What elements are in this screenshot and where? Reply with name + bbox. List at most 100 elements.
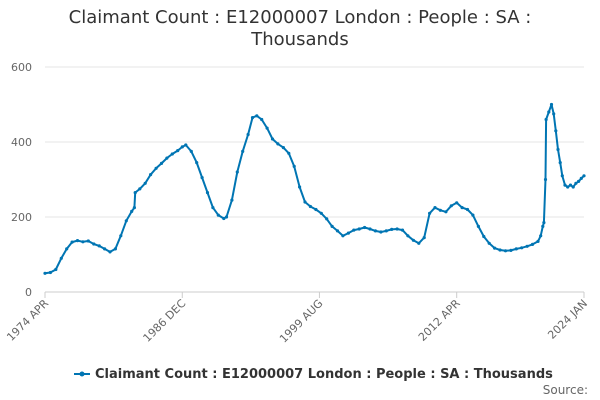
- data-point[interactable]: [455, 201, 459, 205]
- data-point[interactable]: [92, 242, 96, 246]
- data-point[interactable]: [54, 267, 58, 272]
- data-point[interactable]: [270, 137, 275, 141]
- data-point[interactable]: [180, 145, 184, 149]
- data-point[interactable]: [520, 246, 524, 250]
- data-point[interactable]: [341, 234, 345, 238]
- data-point[interactable]: [154, 166, 158, 170]
- data-point[interactable]: [556, 147, 560, 152]
- data-point[interactable]: [81, 240, 85, 244]
- data-point[interactable]: [75, 239, 80, 243]
- data-point[interactable]: [200, 176, 204, 180]
- data-point[interactable]: [560, 174, 564, 178]
- data-point[interactable]: [352, 228, 356, 232]
- data-point[interactable]: [298, 185, 302, 189]
- data-point[interactable]: [498, 248, 502, 252]
- data-point[interactable]: [230, 198, 234, 202]
- data-point[interactable]: [544, 117, 548, 122]
- data-point[interactable]: [159, 161, 164, 165]
- data-point[interactable]: [303, 200, 307, 204]
- data-point[interactable]: [48, 270, 53, 275]
- data-point[interactable]: [542, 221, 546, 225]
- data-point[interactable]: [325, 217, 329, 221]
- data-point[interactable]: [108, 250, 112, 254]
- legend[interactable]: Claimant Count : E12000007 London : Peop…: [74, 367, 553, 382]
- data-point[interactable]: [379, 230, 383, 234]
- data-point[interactable]: [319, 211, 323, 215]
- data-point[interactable]: [287, 151, 291, 155]
- data-point[interactable]: [250, 116, 255, 120]
- data-point[interactable]: [211, 206, 215, 210]
- data-point[interactable]: [59, 256, 63, 260]
- data-point[interactable]: [224, 215, 229, 219]
- data-point[interactable]: [165, 156, 169, 160]
- data-point[interactable]: [363, 225, 367, 230]
- data-point[interactable]: [487, 241, 491, 245]
- data-point[interactable]: [97, 244, 101, 248]
- data-point[interactable]: [70, 240, 74, 244]
- data-point[interactable]: [255, 114, 259, 118]
- data-point[interactable]: [314, 207, 318, 212]
- data-point[interactable]: [368, 227, 372, 231]
- data-point[interactable]: [428, 211, 432, 215]
- data-point[interactable]: [552, 112, 556, 116]
- data-point[interactable]: [246, 132, 250, 137]
- data-point[interactable]: [411, 238, 415, 242]
- data-point[interactable]: [406, 234, 410, 238]
- data-point[interactable]: [132, 206, 136, 210]
- data-point[interactable]: [65, 247, 69, 251]
- data-point[interactable]: [176, 149, 180, 153]
- data-point[interactable]: [543, 177, 548, 182]
- data-point[interactable]: [124, 219, 128, 223]
- data-point[interactable]: [503, 249, 508, 253]
- data-point[interactable]: [276, 142, 280, 146]
- data-point[interactable]: [138, 187, 142, 191]
- data-point[interactable]: [568, 183, 573, 187]
- data-point[interactable]: [308, 204, 312, 209]
- data-point[interactable]: [216, 213, 220, 217]
- data-point[interactable]: [574, 181, 578, 185]
- data-point[interactable]: [422, 236, 426, 240]
- data-point[interactable]: [582, 174, 586, 178]
- data-point[interactable]: [143, 181, 147, 185]
- data-point[interactable]: [119, 234, 123, 238]
- data-point[interactable]: [335, 229, 340, 233]
- data-point[interactable]: [449, 204, 453, 208]
- data-point[interactable]: [536, 239, 540, 243]
- data-point[interactable]: [577, 179, 581, 183]
- data-point[interactable]: [149, 173, 153, 177]
- data-point[interactable]: [547, 110, 551, 114]
- data-point[interactable]: [281, 146, 285, 150]
- data-point[interactable]: [292, 164, 296, 168]
- data-point[interactable]: [373, 229, 377, 233]
- data-point[interactable]: [384, 229, 388, 233]
- data-point[interactable]: [493, 246, 497, 250]
- data-point[interactable]: [130, 209, 134, 213]
- data-point[interactable]: [514, 247, 518, 251]
- data-point[interactable]: [525, 244, 529, 248]
- data-point[interactable]: [476, 224, 480, 228]
- data-point[interactable]: [260, 117, 264, 122]
- data-point[interactable]: [195, 161, 199, 165]
- data-point[interactable]: [346, 231, 350, 235]
- data-point[interactable]: [566, 185, 570, 189]
- data-point[interactable]: [579, 176, 583, 180]
- data-point[interactable]: [133, 191, 137, 195]
- data-point[interactable]: [530, 242, 535, 246]
- data-point[interactable]: [189, 149, 193, 153]
- data-point[interactable]: [390, 227, 394, 231]
- data-point[interactable]: [539, 234, 543, 238]
- data-point[interactable]: [549, 102, 554, 107]
- data-point[interactable]: [205, 191, 210, 195]
- data-point[interactable]: [184, 143, 188, 147]
- data-point[interactable]: [113, 247, 117, 251]
- data-point[interactable]: [558, 161, 562, 165]
- data-point[interactable]: [265, 126, 269, 130]
- data-point[interactable]: [460, 206, 464, 210]
- data-point[interactable]: [433, 206, 437, 210]
- data-point[interactable]: [241, 149, 245, 153]
- data-point[interactable]: [554, 129, 558, 133]
- data-point[interactable]: [571, 185, 575, 189]
- data-point[interactable]: [103, 247, 107, 251]
- data-point[interactable]: [482, 234, 486, 239]
- data-point[interactable]: [438, 208, 442, 212]
